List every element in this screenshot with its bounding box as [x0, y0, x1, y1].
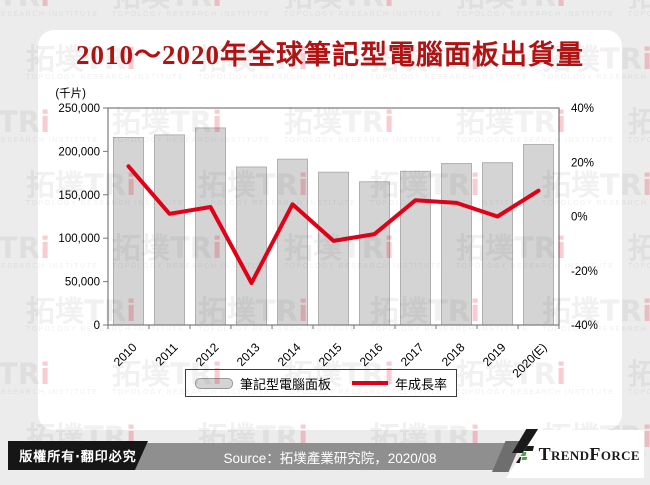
left-axis-label: 100,000 [58, 233, 100, 245]
legend-bar-swatch-icon [194, 377, 233, 389]
chart-svg: 0 50,000 100,000 150,000 200,000 250,000 -40% -… [55, 87, 598, 380]
x-axis-label: 2018 [439, 340, 468, 369]
bar-2015 [318, 171, 349, 326]
right-axis-label: 0% [571, 212, 588, 224]
left-axis-unit-label: (千片) [55, 87, 86, 100]
growth-rate-line [126, 164, 541, 285]
plot-border [107, 107, 560, 326]
bar-2020(E) [523, 143, 554, 326]
trendforce-wordmark: TRENDFORCE [538, 443, 640, 464]
left-axis-label: 150,000 [58, 190, 100, 202]
right-axis-label: 40% [571, 103, 594, 115]
chart: 0 50,000 100,000 150,000 200,000 250,000 -40% -… [55, 87, 598, 380]
left-axis-label: 200,000 [58, 146, 100, 158]
left-axis-label: 250,000 [58, 103, 100, 115]
x-axis-label: 2010 [111, 340, 140, 369]
x-axis-label: 2015 [316, 340, 345, 369]
right-axis-label: -20% [571, 266, 598, 278]
x-axis-label: 2019 [480, 340, 509, 369]
x-axis-label: 2011 [152, 340, 180, 368]
bar-2017 [400, 170, 431, 326]
legend-line-swatch-icon [352, 381, 388, 385]
x-axis-label: 2013 [234, 340, 263, 369]
x-axis-label: 2012 [193, 340, 222, 369]
bar-2016 [359, 181, 390, 326]
bar-2019 [482, 162, 513, 326]
chart-legend: 筆記型電腦面板 年成長率 [185, 369, 457, 397]
source-text: Source：拓墣產業研究院，2020/08 [223, 450, 437, 466]
bar-2014 [277, 158, 308, 326]
bar-2012 [195, 127, 226, 326]
legend-bar-label: 筆記型電腦面板 [239, 376, 331, 392]
x-axis-label: 2016 [357, 340, 386, 369]
legend-line-label: 年成長率 [395, 376, 448, 392]
page-title: 2010～2020年全球筆記型電腦面板出貨量 [76, 40, 584, 70]
right-axis-label: -40% [571, 320, 598, 332]
x-axis-label: 2017 [398, 340, 427, 369]
bar-2011 [154, 134, 185, 326]
x-axis-label: 2014 [275, 340, 304, 369]
left-axis-label: 50,000 [65, 277, 100, 289]
copyright-banner: 版權所有‧翻印必究 [8, 441, 148, 470]
x-axis-label: 2020(E) [510, 340, 550, 380]
bar-2013 [236, 166, 267, 326]
right-axis-label: 20% [571, 157, 594, 169]
bar-2018 [441, 163, 472, 326]
left-axis-label: 0 [94, 320, 100, 332]
